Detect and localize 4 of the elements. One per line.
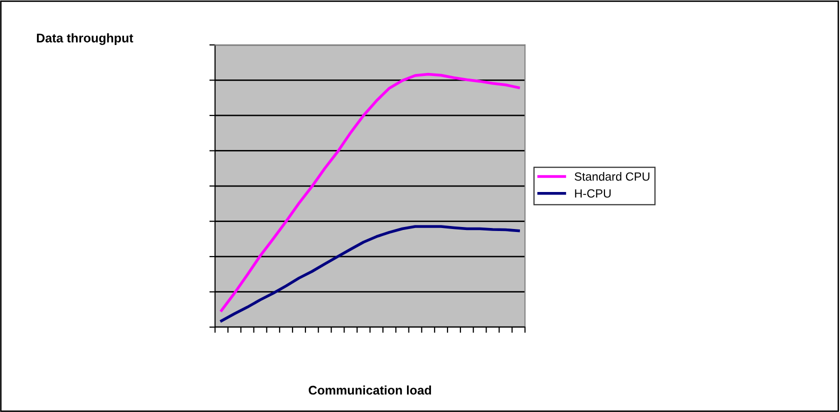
x-axis-title: Communication load xyxy=(308,385,432,395)
legend-label: H-CPU xyxy=(575,189,611,198)
text: Data throughput xyxy=(36,33,134,45)
legend-label: Standard CPU xyxy=(574,172,650,181)
